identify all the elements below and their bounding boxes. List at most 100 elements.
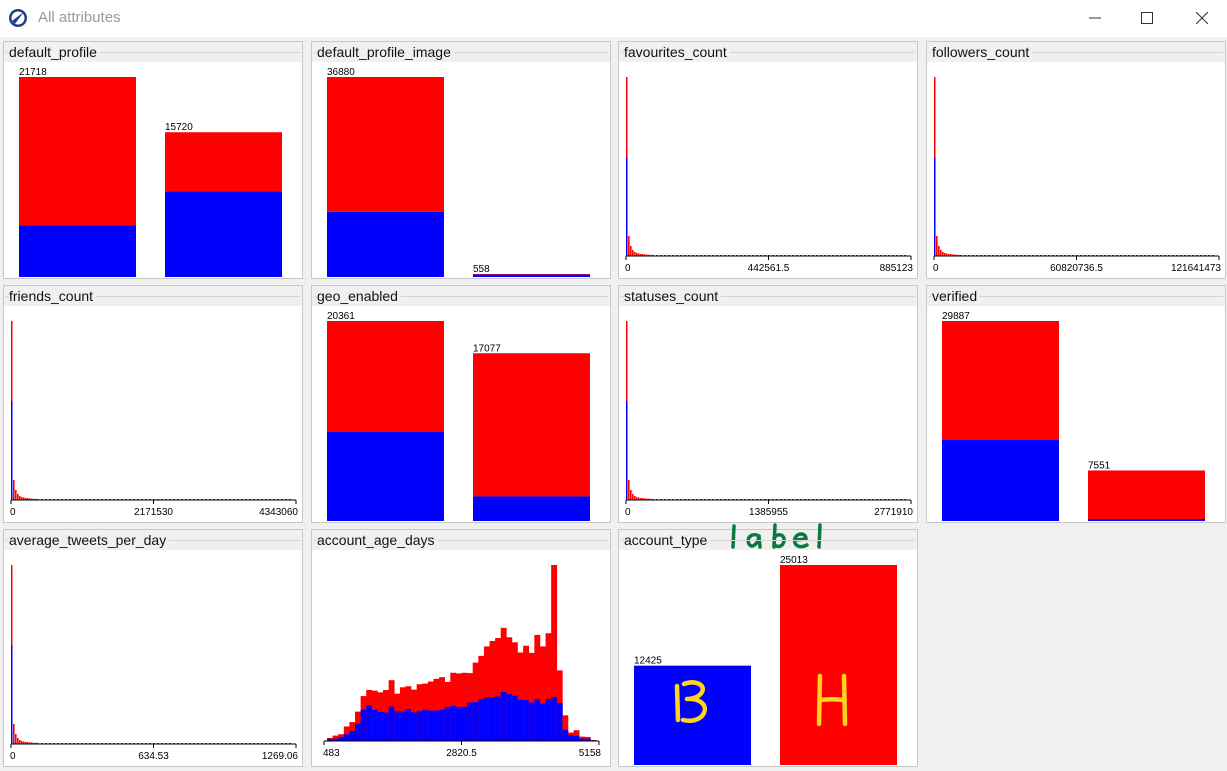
minimize-button[interactable] (1070, 0, 1120, 37)
histogram-bin-blue (511, 695, 518, 741)
histogram-bin-blue (545, 699, 552, 741)
bar-red-segment (327, 321, 444, 432)
histogram-bin-red (545, 633, 552, 741)
histogram-bin (648, 254, 650, 256)
histogram-bin (19, 496, 21, 500)
histogram-bin-blue (472, 702, 479, 741)
histogram-bin-blue (388, 706, 395, 741)
histogram-bin (952, 254, 954, 256)
histogram-bin (634, 496, 636, 500)
histogram-bin-blue (567, 735, 574, 741)
histogram-bin (646, 254, 648, 256)
histogram-bin (19, 740, 21, 744)
bar-red-segment (165, 132, 282, 192)
histogram-bin-red (439, 677, 445, 741)
maximize-icon (1141, 12, 1153, 24)
histogram-bin (15, 734, 17, 744)
histogram-bin-red (551, 565, 558, 741)
panel-title: account_age_days (317, 532, 438, 548)
histogram-bin (13, 724, 15, 744)
histogram-bin (642, 498, 644, 500)
histogram-bin (27, 742, 29, 744)
histogram-bin-blue (455, 706, 462, 741)
histogram-bin (25, 742, 27, 744)
favourites-count-chart: 0 442561.5 885123 (625, 77, 914, 274)
x-tick-label: 5158 (579, 748, 602, 759)
bar-value-label: 7551 (1088, 460, 1111, 471)
statuses-count-chart: 0 1385955 2771910 (625, 321, 913, 518)
x-tick-label: 0 (625, 263, 631, 274)
histogram-bin (628, 480, 630, 500)
histogram-bin-blue (534, 699, 541, 741)
bar-blue-segment (165, 191, 282, 277)
histogram-bin-red (511, 642, 518, 741)
histogram-bin (15, 490, 17, 500)
panel-title: default_profile_image (317, 44, 454, 60)
bar-value-label: 17077 (473, 343, 501, 354)
panel-title: friends_count (9, 288, 97, 304)
histogram-bin (640, 498, 642, 500)
histogram-bin (640, 254, 642, 256)
panel-geo-enabled: geo_enabled 20361 17077 (311, 285, 611, 523)
panel-default-profile-image: default_profile_image 36880 558 (311, 41, 611, 279)
histogram-bin (632, 250, 634, 256)
x-tick-label: 121641473 (1171, 263, 1221, 274)
x-tick-label: 1385955 (749, 507, 788, 518)
histogram-bin-blue (366, 705, 373, 741)
histogram-bin-blue (551, 697, 558, 741)
histogram-bin (21, 497, 23, 500)
x-tick-label: 0 (625, 507, 631, 518)
histogram-bin-red (472, 662, 479, 741)
bar-blue-segment (1088, 518, 1205, 521)
histogram-bin (636, 253, 638, 256)
x-tick-label: 885123 (880, 263, 914, 274)
histogram-bin (31, 498, 33, 500)
histogram-bin (936, 236, 938, 256)
histogram-bin (948, 254, 950, 256)
close-button[interactable] (1177, 0, 1227, 37)
handwritten-b-annotation: B (672, 678, 708, 724)
panel-title: statuses_count (624, 288, 722, 304)
histogram-bin-blue (467, 702, 474, 741)
histogram-bin-blue (349, 730, 356, 741)
panel-statuses-count: statuses_count 0 1385955 2771910 (618, 285, 918, 523)
panel-default-profile: default_profile 21718 15720 (3, 41, 303, 279)
title-bar: All attributes (0, 0, 1227, 37)
histogram-bin (35, 498, 37, 500)
histogram-bin-blue (528, 702, 535, 741)
bar-red-segment (19, 77, 136, 226)
histogram-bin (638, 253, 640, 256)
maximize-button[interactable] (1122, 0, 1172, 37)
bar-value-label: 15720 (165, 122, 193, 133)
histogram-bin (634, 252, 636, 256)
histogram-bin (33, 742, 35, 744)
histogram-spike-blue (626, 401, 628, 500)
histogram-bin (644, 254, 646, 256)
histogram-bin-red (489, 641, 496, 741)
histogram-bin-blue (489, 697, 496, 741)
histogram-bin-blue (422, 709, 429, 741)
histogram-bin (23, 497, 25, 500)
histogram-bin (13, 480, 15, 500)
label-annotation-text: label (728, 522, 731, 523)
bar-red-segment (473, 353, 590, 497)
histogram-bin (17, 738, 19, 744)
histogram-bin-blue (383, 712, 389, 741)
followers-count-chart: 0 60820736.5 121641473 (933, 77, 1221, 274)
bar-blue-segment (19, 225, 136, 277)
histogram-bin-blue (483, 697, 490, 741)
histogram-bin-blue (355, 723, 361, 741)
x-tick-label: 483 (323, 748, 340, 759)
histogram-bin-blue (573, 735, 580, 741)
b-annotation-text: B (672, 678, 673, 679)
histogram-bin-blue (427, 710, 434, 741)
panel-title: default_profile (9, 44, 100, 60)
x-tick-label: 2820.5 (446, 748, 477, 759)
histogram-bin-blue (579, 738, 586, 741)
histogram-bin (954, 254, 956, 256)
histogram-bin (650, 498, 652, 500)
histogram-bin (638, 497, 640, 500)
histogram-bin-blue (411, 712, 417, 741)
histogram-bin-blue (495, 696, 502, 741)
bar-value-label: 36880 (327, 67, 355, 78)
